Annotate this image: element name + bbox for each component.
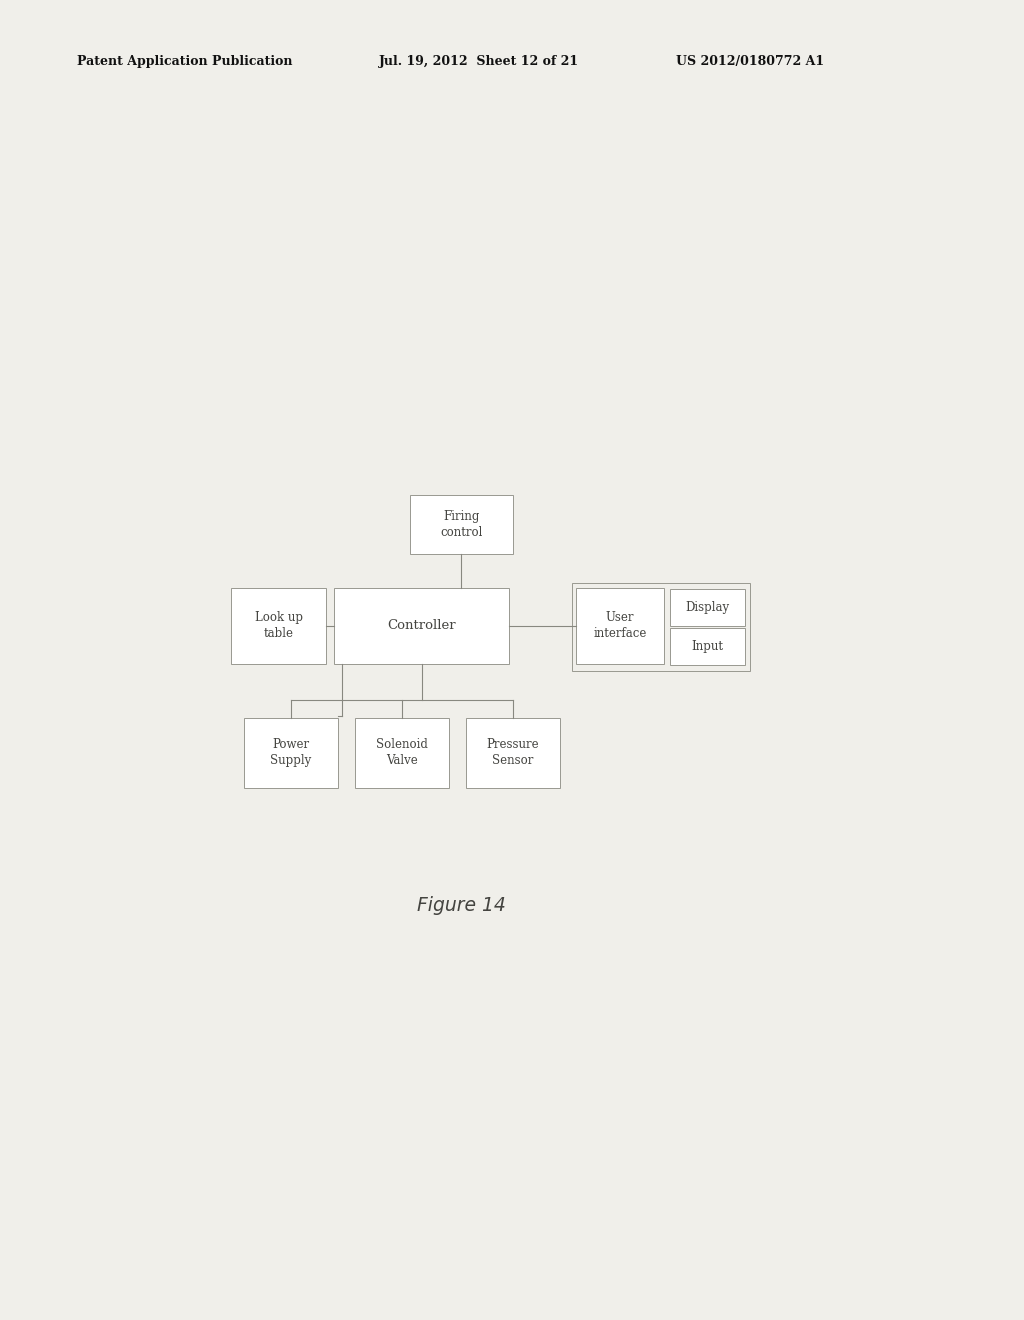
Bar [334,587,509,664]
Text: Patent Application Publication: Patent Application Publication [77,55,292,69]
Text: Jul. 19, 2012  Sheet 12 of 21: Jul. 19, 2012 Sheet 12 of 21 [379,55,579,69]
Bar [571,583,750,671]
Bar [466,718,560,788]
Text: US 2012/0180772 A1: US 2012/0180772 A1 [676,55,824,69]
Bar [670,628,745,664]
Bar [231,587,327,664]
Bar [244,718,338,788]
Text: Display: Display [685,601,729,614]
Bar [670,589,745,626]
Bar [355,718,449,788]
Text: Input: Input [691,640,723,653]
Text: Controller: Controller [387,619,456,632]
Bar [577,587,664,664]
Text: Power
Supply: Power Supply [270,738,311,767]
Bar [410,495,513,554]
Text: Look up
table: Look up table [255,611,303,640]
Text: Pressure
Sensor: Pressure Sensor [486,738,540,767]
Text: Solenoid
Valve: Solenoid Valve [376,738,428,767]
Text: Figure 14: Figure 14 [417,896,506,915]
Text: Firing
control: Firing control [440,510,482,539]
Text: User
interface: User interface [593,611,647,640]
